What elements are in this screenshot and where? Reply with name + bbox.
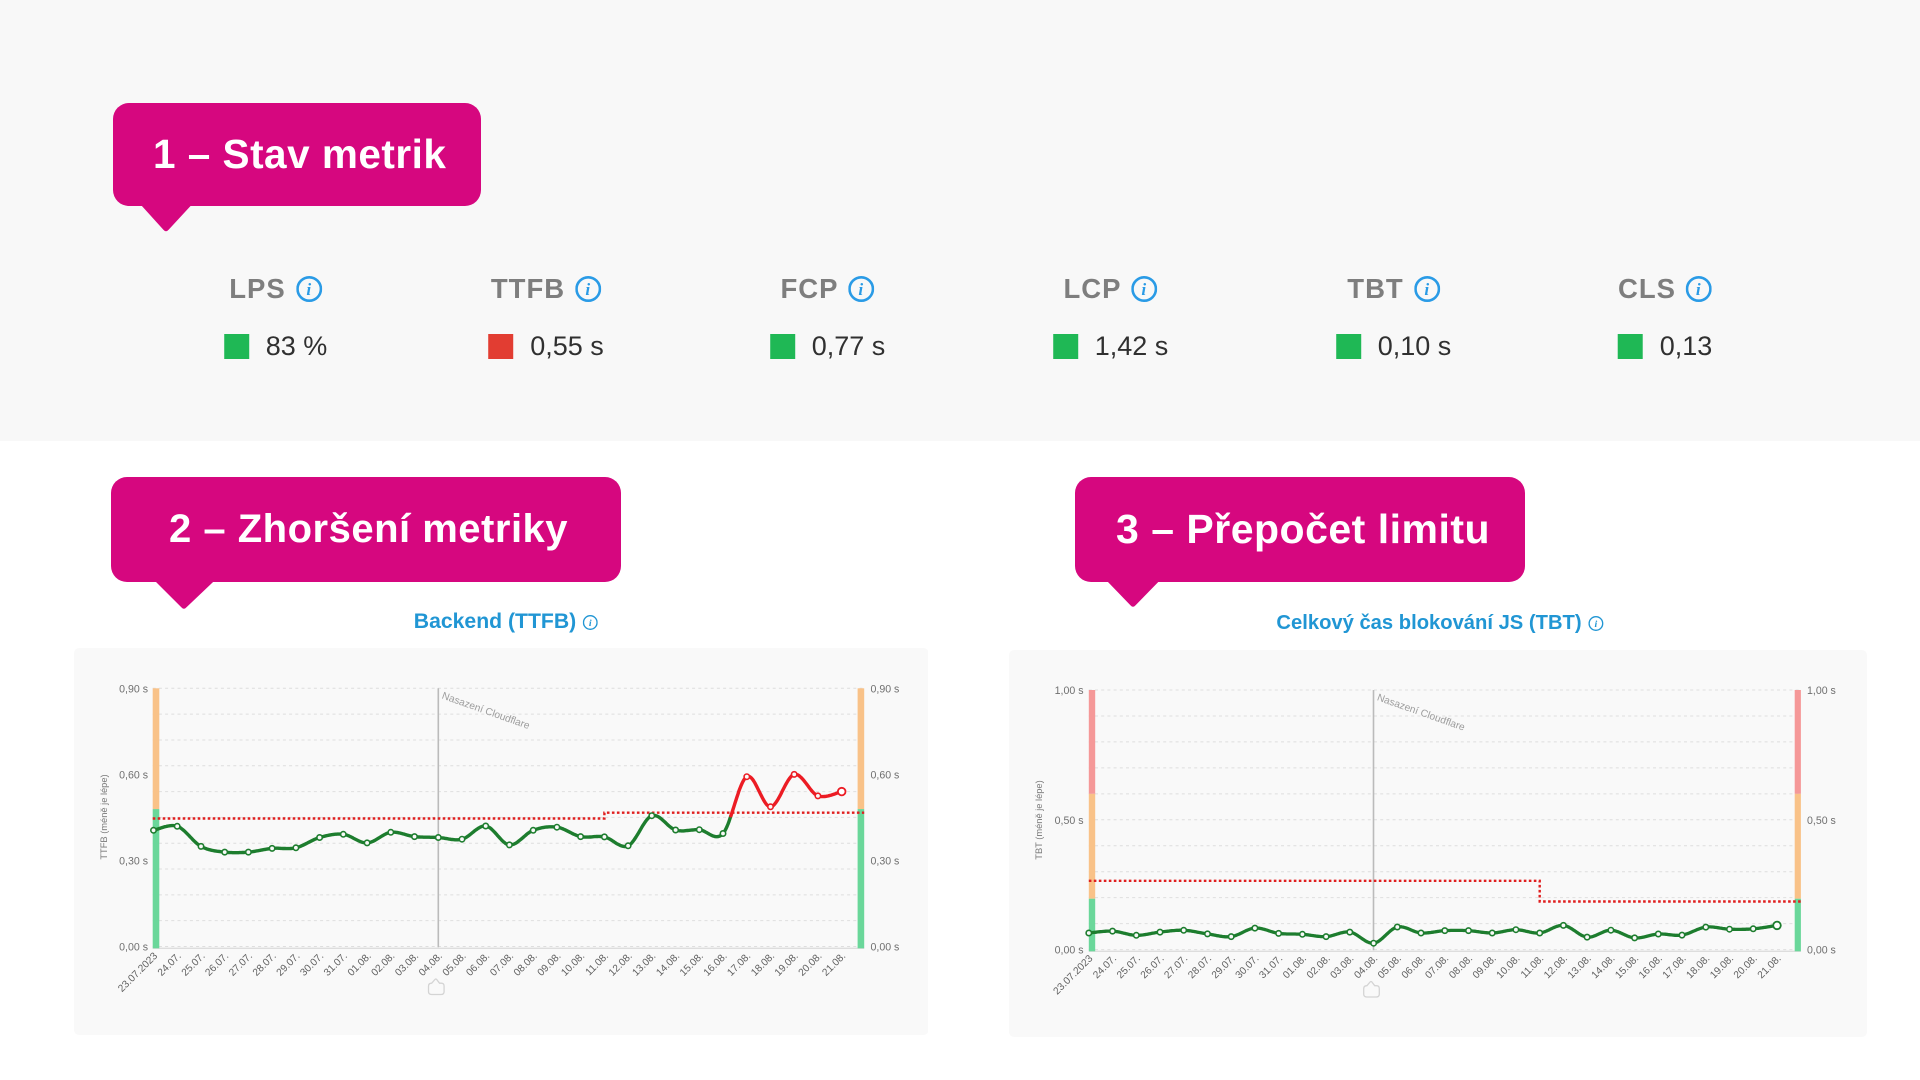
svg-text:1,00 s: 1,00 s xyxy=(1055,685,1084,697)
svg-text:i: i xyxy=(1696,280,1702,299)
svg-text:0,00 s: 0,00 s xyxy=(1055,945,1084,957)
svg-text:i: i xyxy=(1142,280,1148,299)
svg-text:0,90 s: 0,90 s xyxy=(871,683,900,695)
svg-text:i: i xyxy=(585,280,591,299)
svg-text:1,00 s: 1,00 s xyxy=(1807,685,1836,697)
svg-text:i: i xyxy=(1595,619,1598,630)
svg-text:i: i xyxy=(589,618,592,629)
svg-text:0,50 s: 0,50 s xyxy=(1055,815,1084,827)
svg-text:0,00 s: 0,00 s xyxy=(1807,945,1836,957)
svg-text:i: i xyxy=(859,280,865,299)
svg-text:0,60 s: 0,60 s xyxy=(871,769,900,781)
svg-text:0,30 s: 0,30 s xyxy=(119,855,148,867)
svg-text:TTFB (méně je lépe): TTFB (méně je lépe) xyxy=(99,774,109,859)
svg-text:0,60 s: 0,60 s xyxy=(119,769,148,781)
svg-text:i: i xyxy=(306,280,312,299)
svg-text:0,00 s: 0,00 s xyxy=(871,942,900,954)
svg-text:0,00 s: 0,00 s xyxy=(119,942,148,954)
svg-text:0,50 s: 0,50 s xyxy=(1807,815,1836,827)
svg-text:0,30 s: 0,30 s xyxy=(871,855,900,867)
svg-text:0,90 s: 0,90 s xyxy=(119,683,148,695)
svg-text:TBT (méně je lépe): TBT (méně je lépe) xyxy=(1034,780,1044,859)
svg-text:i: i xyxy=(1424,280,1430,299)
